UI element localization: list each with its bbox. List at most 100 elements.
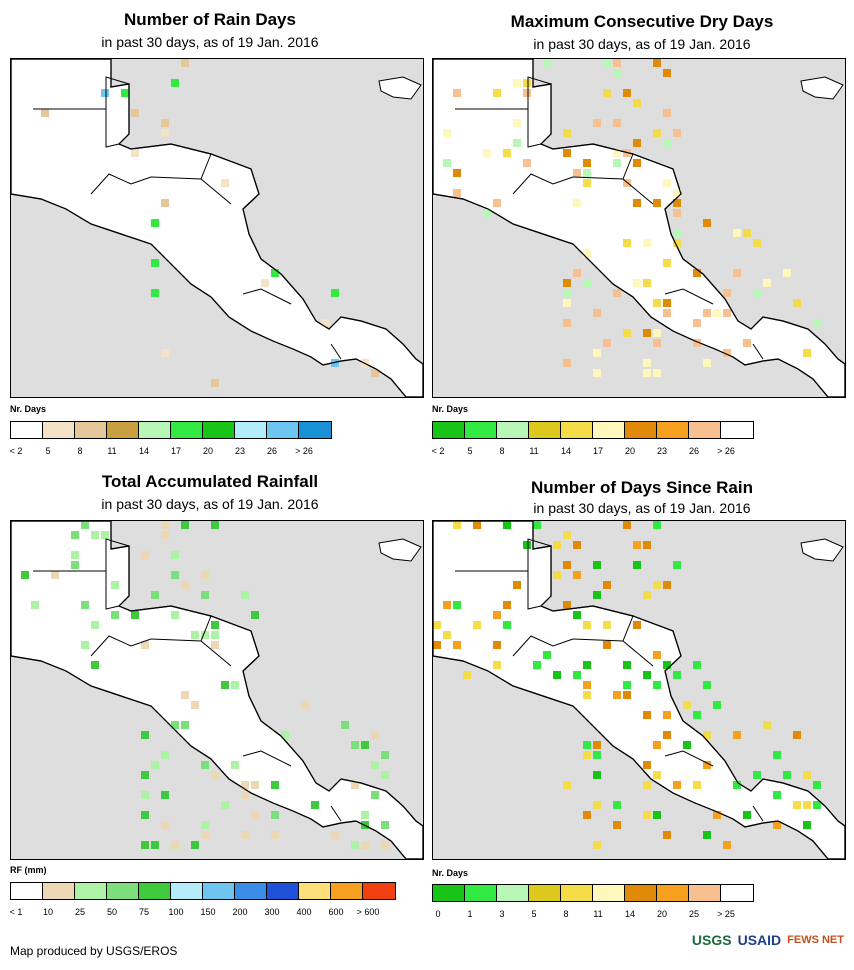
grid-cell — [351, 741, 359, 749]
grid-cell — [361, 841, 369, 849]
grid-cell — [161, 821, 169, 829]
legend-swatch — [43, 422, 75, 438]
country-border — [622, 615, 634, 642]
grid-cell — [433, 641, 441, 649]
grid-cell — [433, 621, 441, 629]
grid-cell — [151, 259, 159, 267]
country-border — [105, 109, 120, 148]
grid-cell — [381, 771, 389, 779]
grid-cell — [723, 289, 731, 297]
panel-subtitle: in past 30 days, as of 19 Jan. 2016 — [533, 500, 751, 516]
grid-cell — [361, 741, 369, 749]
grid-cell — [181, 691, 189, 699]
grid-cell — [803, 349, 811, 357]
legend-colorbar — [10, 421, 332, 439]
grid-cell — [161, 531, 169, 539]
grid-cell — [643, 761, 651, 769]
grid-cell — [643, 811, 651, 819]
grid-cell — [603, 641, 611, 649]
grid-cell — [733, 229, 741, 237]
grid-cell — [251, 611, 259, 619]
country-border — [455, 538, 552, 572]
grid-cell — [663, 581, 671, 589]
grid-cell — [141, 791, 149, 799]
grid-cell — [653, 199, 661, 207]
grid-cell — [241, 781, 249, 789]
legend-tick-label: 14 — [624, 909, 636, 919]
grid-cell — [453, 189, 461, 197]
grid-cell — [91, 661, 99, 669]
grid-cell — [71, 561, 79, 569]
grid-cell — [653, 369, 661, 377]
grid-cell — [161, 791, 169, 799]
grid-cell — [613, 149, 621, 157]
grid-cell — [141, 641, 149, 649]
grid-cell — [693, 269, 701, 277]
grid-cell — [523, 159, 531, 167]
grid-cell — [171, 571, 179, 579]
legend-swatch — [689, 422, 721, 438]
legend-tick-label: 10 — [42, 907, 54, 917]
grid-cell — [101, 531, 109, 539]
grid-cell — [221, 179, 229, 187]
grid-cell — [161, 199, 169, 207]
legend-swatch — [299, 422, 331, 438]
grid-cell — [503, 521, 511, 529]
grid-cell — [643, 239, 651, 247]
legend-swatch — [43, 883, 75, 899]
legend-title: Nr. Days — [432, 868, 469, 878]
grid-cell — [643, 329, 651, 337]
grid-cell — [613, 821, 621, 829]
grid-cell — [563, 781, 571, 789]
land-mass — [11, 59, 423, 397]
legend-swatch — [11, 883, 43, 899]
grid-cell — [453, 521, 461, 529]
grid-cell — [583, 279, 591, 287]
panel-subtitle: in past 30 days, as of 19 Jan. 2016 — [533, 36, 751, 52]
panel-subtitle: in past 30 days, as of 19 Jan. 2016 — [101, 34, 319, 50]
legend-swatch — [11, 422, 43, 438]
country-border — [200, 615, 212, 642]
land-mass — [433, 59, 845, 397]
grid-cell — [131, 611, 139, 619]
grid-cell — [161, 521, 169, 529]
grid-cell — [633, 279, 641, 287]
legend-tick-label: 600 — [328, 907, 344, 917]
grid-cell — [161, 119, 169, 127]
grid-cell — [131, 109, 139, 117]
grid-cell — [703, 359, 711, 367]
grid-cell — [653, 59, 661, 67]
grid-cell — [191, 841, 199, 849]
country-border — [664, 750, 714, 767]
grid-cell — [513, 139, 521, 147]
grid-cell — [91, 621, 99, 629]
grid-cell — [81, 641, 89, 649]
grid-cell — [593, 119, 601, 127]
grid-cell — [643, 279, 651, 287]
grid-cell — [663, 109, 671, 117]
grid-cell — [803, 771, 811, 779]
grid-cell — [201, 831, 209, 839]
legend-swatch — [203, 422, 235, 438]
grid-cell — [663, 179, 671, 187]
grid-cell — [341, 721, 349, 729]
grid-cell — [663, 299, 671, 307]
legend-swatch — [107, 883, 139, 899]
grid-cell — [623, 691, 631, 699]
grid-cell — [181, 721, 189, 729]
grid-cell — [623, 179, 631, 187]
island — [800, 76, 844, 100]
grid-cell — [603, 621, 611, 629]
legend-swatch — [433, 885, 465, 901]
grid-cell — [151, 761, 159, 769]
grid-cell — [141, 771, 149, 779]
legend-swatch — [593, 885, 625, 901]
grid-cell — [633, 159, 641, 167]
legend-swatch — [561, 422, 593, 438]
map-rain-days — [10, 58, 424, 398]
grid-cell — [623, 239, 631, 247]
grid-cell — [201, 761, 209, 769]
legend-swatch — [171, 883, 203, 899]
grid-cell — [161, 751, 169, 759]
grid-cell — [733, 781, 741, 789]
